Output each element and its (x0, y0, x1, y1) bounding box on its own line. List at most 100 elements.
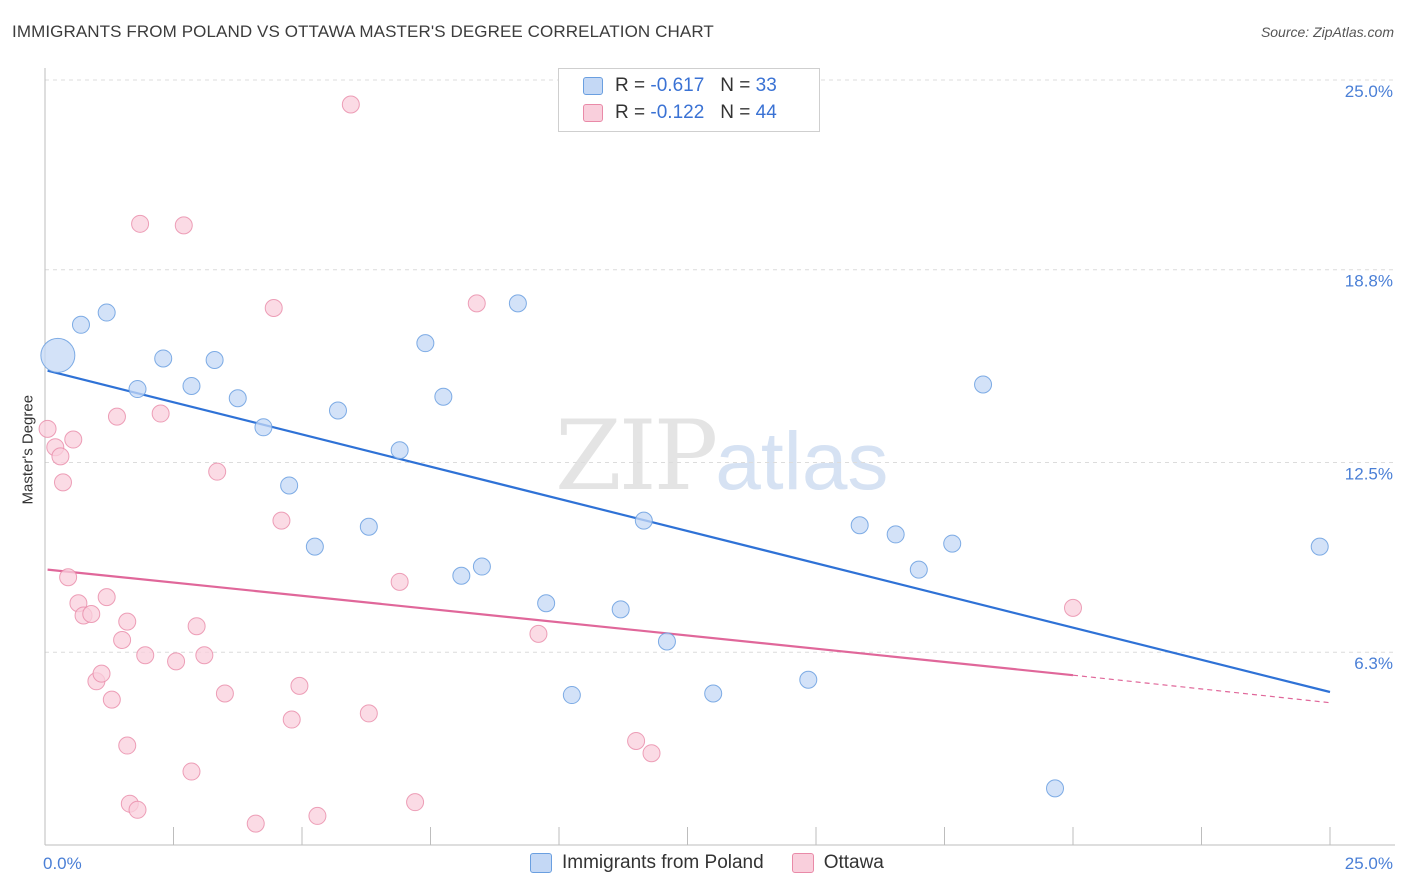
chart-title: IMMIGRANTS FROM POLAND VS OTTAWA MASTER'… (12, 22, 714, 41)
data-point-ottawa (182, 762, 201, 781)
data-point-poland (71, 315, 90, 334)
data-point-poland (943, 534, 962, 553)
legend-item-poland[interactable]: Immigrants from Poland (530, 852, 764, 874)
trend-line-ottawa-extension (1072, 674, 1331, 704)
data-point-ottawa (107, 407, 126, 426)
data-point-ottawa (174, 216, 193, 235)
data-point-poland (850, 516, 869, 535)
data-point-poland (228, 389, 247, 408)
legend-swatch-poland (583, 77, 603, 95)
data-point-poland (205, 350, 224, 369)
data-point-ottawa (187, 617, 206, 636)
legend-row-ottawa: R = -0.122 N = 44 (583, 100, 777, 126)
data-point-poland (634, 511, 653, 530)
source-credit: Source: ZipAtlas.com (1260, 24, 1394, 40)
data-point-poland (128, 380, 147, 399)
data-point-poland (974, 375, 993, 394)
data-point-poland (452, 566, 471, 585)
data-point-ottawa (642, 744, 661, 763)
x-tick-label: 0.0% (43, 854, 82, 873)
data-point-poland (562, 686, 581, 705)
legend-label-ottawa: Ottawa (823, 852, 884, 873)
data-point-ottawa (272, 511, 291, 530)
legend-r-value: -0.617 (650, 75, 705, 96)
data-point-poland (611, 600, 630, 619)
data-point-ottawa (282, 710, 301, 729)
data-point-poland (886, 525, 905, 544)
legend-n-value: 44 (755, 102, 777, 123)
data-point-ottawa (38, 419, 57, 438)
data-point-ottawa (341, 95, 360, 114)
gridlines (45, 79, 1395, 653)
data-point-poland (254, 418, 273, 437)
data-point-ottawa (529, 624, 548, 643)
data-point-ottawa (359, 704, 378, 723)
data-point-poland (359, 517, 378, 536)
data-point-poland (416, 334, 435, 353)
data-point-ottawa (118, 736, 137, 755)
data-point-ottawa (264, 298, 283, 317)
legend-item-ottawa[interactable]: Ottawa (791, 852, 884, 874)
data-point-ottawa (406, 793, 425, 812)
data-point-ottawa (128, 800, 147, 819)
data-point-ottawa (51, 447, 70, 466)
data-point-poland (508, 294, 527, 313)
data-point-ottawa (627, 731, 646, 750)
stats-legend: R = -0.617 N = 33 R = -0.122 N = 44 (558, 68, 820, 132)
data-point-poland (280, 476, 299, 495)
data-point-poland (1046, 779, 1065, 798)
legend-r-label: R = (615, 102, 646, 123)
legend-r-label: R = (615, 75, 646, 96)
legend-row-poland: R = -0.617 N = 33 (583, 73, 777, 99)
data-point-poland (97, 303, 116, 322)
data-point-ottawa (136, 646, 155, 665)
y-axis-label: Master's Degree (19, 394, 37, 505)
data-point-poland (328, 401, 347, 420)
series-legend: Immigrants from Poland Ottawa (530, 852, 912, 874)
tick-labels: 6.3% 12.5% 18.8% 25.0% 0.0% 25.0% (43, 82, 1393, 873)
data-point-ottawa (308, 806, 327, 825)
x-tick-label: 25.0% (1345, 854, 1393, 873)
data-point-ottawa (102, 690, 121, 709)
legend-n-label: N = (720, 102, 751, 123)
data-point-poland (1310, 537, 1329, 556)
y-tick-label: 12.5% (1345, 465, 1393, 484)
data-point-ottawa (390, 572, 409, 591)
data-point-poland (154, 349, 173, 368)
trend-line-ottawa (47, 568, 1074, 677)
trend-line-poland (47, 369, 1331, 694)
data-point-poland (390, 441, 409, 460)
legend-swatch-ottawa (791, 853, 814, 873)
trend-lines (47, 369, 1331, 704)
legend-n-label: N = (720, 75, 751, 96)
data-point-ottawa (290, 676, 309, 695)
data-point-poland (704, 684, 723, 703)
data-point-poland (799, 670, 818, 689)
data-point-ottawa (92, 664, 111, 683)
data-point-ottawa (215, 684, 234, 703)
data-point-ottawa (97, 588, 116, 607)
data-point-poland (472, 557, 491, 576)
zipatlas-watermark: ZIPatlas (555, 400, 888, 512)
legend-label-poland: Immigrants from Poland (562, 852, 764, 873)
y-tick-label: 18.8% (1345, 272, 1393, 291)
watermark-zip: ZIP (555, 400, 718, 512)
data-point-poland (657, 632, 676, 651)
data-point-ottawa (195, 646, 214, 665)
data-point-poland (434, 387, 453, 406)
data-point-ottawa (467, 294, 486, 313)
data-point-ottawa (246, 814, 265, 833)
y-tick-label: 25.0% (1345, 82, 1393, 101)
data-point-poland (182, 377, 201, 395)
data-point-ottawa (82, 604, 101, 623)
data-point-ottawa (64, 430, 83, 449)
data-point-poland (305, 537, 324, 556)
data-point-ottawa (118, 612, 137, 631)
legend-swatch-poland (530, 853, 552, 873)
data-point-ottawa (1064, 598, 1082, 617)
watermark-atlas: atlas (715, 416, 889, 507)
data-point-ottawa (113, 630, 132, 649)
data-point-ottawa (167, 652, 186, 671)
data-point-ottawa (53, 473, 72, 492)
